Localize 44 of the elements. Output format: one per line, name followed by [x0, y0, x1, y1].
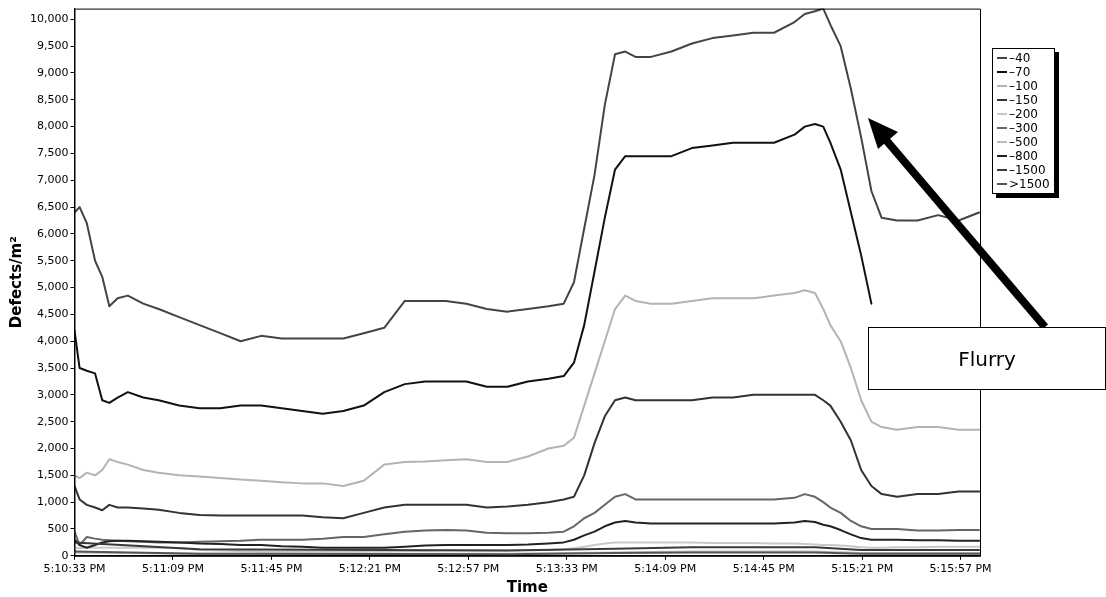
legend-label: –500: [1009, 135, 1038, 149]
y-tick-label: 10,000: [29, 12, 69, 26]
x-tick-label: 5:15:21 PM: [831, 562, 894, 576]
y-tick-label: 1,500: [36, 468, 69, 482]
y-tick-label: 0: [61, 548, 69, 562]
y-tick-label: 2,000: [36, 441, 69, 455]
legend-label: –1500: [1009, 163, 1046, 177]
x-tick-label: 5:12:57 PM: [437, 562, 500, 576]
y-tick-label: 1,000: [36, 495, 69, 509]
x-tick-label: 5:11:45 PM: [240, 562, 303, 576]
y-tick-label: 5,500: [36, 253, 69, 267]
legend-label: –70: [1009, 65, 1031, 79]
legend-label: –800: [1009, 149, 1038, 163]
x-tick-label: 5:14:09 PM: [634, 562, 697, 576]
x-tick-label: 5:14:45 PM: [732, 562, 795, 576]
legend-label: –100: [1009, 79, 1038, 93]
x-tick-label: 5:15:57 PM: [929, 562, 992, 576]
legend-label: –300: [1009, 121, 1038, 135]
y-tick-label: 2,500: [36, 414, 69, 428]
y-tick-label: 4,500: [36, 307, 69, 321]
y-tick-label: 9,000: [36, 65, 69, 79]
y-tick-label: 9,500: [36, 39, 69, 53]
x-tick-label: 5:13:33 PM: [535, 562, 598, 576]
y-tick-label: 5,000: [36, 280, 69, 294]
y-axis-title: Defects/m²: [6, 236, 25, 329]
y-tick-label: 4,000: [36, 334, 69, 348]
legend-label: –200: [1009, 107, 1038, 121]
legend-label: >1500: [1009, 177, 1050, 191]
y-tick-label: 6,000: [36, 226, 69, 240]
y-tick-label: 6,500: [36, 199, 69, 213]
y-tick-label: 7,500: [36, 146, 69, 160]
y-tick-label: 8,000: [36, 119, 69, 133]
x-tick-label: 5:10:33 PM: [43, 562, 106, 576]
y-tick-label: 8,500: [36, 92, 69, 106]
legend-label: –40: [1009, 51, 1031, 65]
legend-label: –150: [1009, 93, 1038, 107]
y-tick-label: 500: [47, 521, 69, 535]
x-tick-label: 5:11:09 PM: [141, 562, 204, 576]
y-tick-label: 3,000: [36, 387, 69, 401]
callout-box: Flurry: [868, 327, 1106, 390]
y-tick-label: 7,000: [36, 173, 69, 187]
x-tick-label: 5:12:21 PM: [338, 562, 401, 576]
x-axis-title: Time: [506, 577, 548, 596]
y-tick-label: 3,500: [36, 360, 69, 374]
